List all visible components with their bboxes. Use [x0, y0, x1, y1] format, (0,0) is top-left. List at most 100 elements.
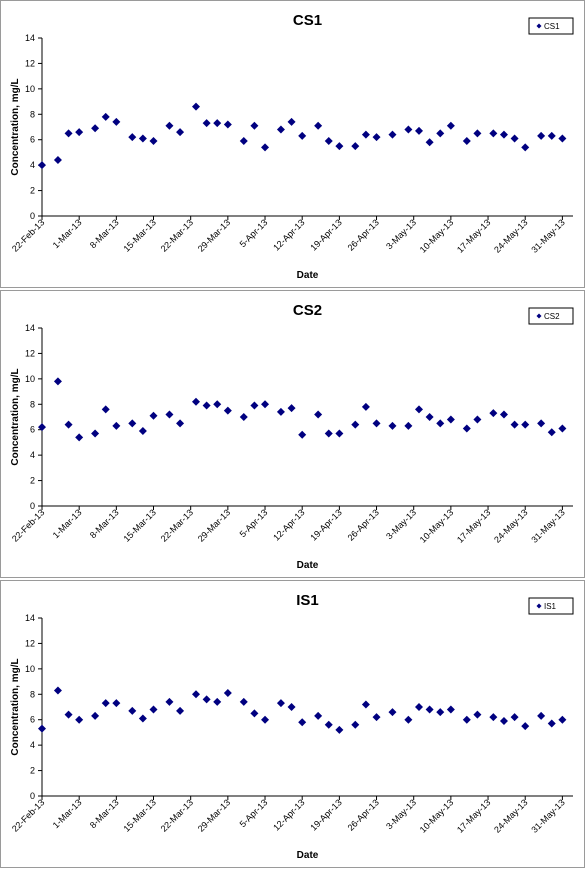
data-point — [112, 699, 121, 708]
data-point — [223, 120, 232, 129]
y-axis-title: Concentration, mg/L — [10, 78, 21, 175]
x-tick-label: 22-Mar-13 — [159, 217, 195, 253]
data-point — [176, 706, 185, 715]
data-point — [75, 128, 84, 137]
x-axis-title: Date — [297, 560, 319, 571]
x-tick-label: 17-May-13 — [455, 217, 492, 254]
x-tick-label: 5-Apr-13 — [238, 507, 270, 539]
data-point — [314, 711, 323, 720]
x-tick-label: 3-May-13 — [384, 507, 418, 541]
x-tick-label: 8-Mar-13 — [88, 797, 121, 830]
data-point — [287, 703, 296, 711]
x-tick-label: 24-May-13 — [492, 507, 529, 544]
data-point — [351, 420, 360, 429]
data-point — [250, 401, 259, 410]
y-tick-label: 6 — [30, 715, 35, 725]
data-point — [361, 130, 370, 139]
y-tick-label: 2 — [30, 766, 35, 776]
data-point — [324, 136, 333, 145]
x-tick-label: 15-Mar-13 — [121, 217, 157, 253]
data-point — [499, 410, 508, 419]
y-tick-label: 10 — [25, 664, 35, 674]
data-point — [558, 715, 567, 724]
y-tick-label: 6 — [30, 425, 35, 435]
chart-title: CS2 — [293, 302, 322, 319]
data-point — [388, 421, 397, 430]
y-tick-label: 4 — [30, 450, 35, 460]
legend-box — [528, 17, 574, 35]
y-tick-label: 4 — [30, 160, 35, 170]
data-point — [91, 711, 100, 720]
data-point — [462, 424, 471, 433]
x-tick-label: 29-Mar-13 — [196, 507, 232, 543]
data-point — [191, 690, 200, 699]
y-tick-label: 8 — [30, 689, 35, 699]
data-point — [537, 711, 546, 720]
y-tick-label: 10 — [25, 84, 35, 94]
y-tick-label: 2 — [30, 476, 35, 486]
data-point — [436, 419, 445, 428]
data-point — [335, 429, 344, 438]
data-point — [351, 142, 360, 151]
data-point — [446, 705, 455, 714]
chart-panel-cs1: CS1 0 2 4 6 8 10 12 14 22-Feb-13 1-Mar-13 8-Mar-13 1… — [0, 0, 585, 288]
data-point — [388, 130, 397, 139]
data-point — [415, 405, 424, 414]
data-point — [489, 713, 498, 722]
data-point — [404, 125, 413, 134]
x-tick-label: 31-May-13 — [529, 217, 566, 254]
data-point — [91, 429, 100, 438]
data-point — [191, 397, 200, 406]
data-point — [38, 161, 46, 170]
data-point — [473, 710, 482, 719]
x-tick-label: 24-May-13 — [492, 217, 529, 254]
x-tick-label: 31-May-13 — [529, 507, 566, 544]
chart-title: IS1 — [296, 592, 319, 609]
data-point — [314, 121, 323, 130]
data-point — [499, 716, 508, 725]
data-point — [64, 129, 73, 138]
data-point — [521, 420, 530, 429]
x-tick-label: 22-Mar-13 — [159, 797, 195, 833]
y-tick-label: 10 — [25, 374, 35, 384]
data-point — [261, 143, 270, 152]
data-point — [276, 125, 285, 134]
data-point — [250, 709, 259, 718]
x-tick-label: 10-May-13 — [418, 797, 455, 834]
data-point — [239, 136, 248, 145]
y-tick-label: 8 — [30, 399, 35, 409]
data-point — [361, 402, 370, 411]
x-tick-label: 26-Apr-13 — [346, 797, 381, 832]
data-point — [165, 121, 174, 130]
x-axis-title: Date — [297, 270, 319, 281]
data-point — [404, 715, 413, 724]
legend-marker — [536, 603, 542, 609]
y-tick-label: 6 — [30, 135, 35, 145]
chart-title: CS1 — [293, 12, 322, 29]
x-tick-label: 5-Apr-13 — [238, 797, 270, 829]
x-tick-label: 22-Mar-13 — [159, 507, 195, 543]
data-point — [176, 128, 185, 137]
data-point — [261, 400, 270, 409]
x-tick-label: 26-Apr-13 — [346, 217, 381, 252]
data-point — [335, 142, 344, 151]
data-point — [101, 699, 110, 708]
data-point — [314, 410, 323, 419]
data-point — [547, 428, 556, 437]
data-point — [446, 121, 455, 130]
x-tick-label: 10-May-13 — [418, 217, 455, 254]
data-point — [101, 405, 110, 414]
data-point — [489, 409, 498, 418]
y-tick-label: 14 — [25, 323, 35, 333]
data-point — [489, 129, 498, 138]
x-tick-label: 3-May-13 — [384, 797, 418, 831]
data-point — [372, 713, 381, 722]
data-point — [558, 424, 567, 433]
data-point — [462, 136, 471, 145]
data-point — [335, 725, 344, 734]
y-tick-label: 0 — [30, 791, 35, 801]
x-tick-label: 15-Mar-13 — [121, 797, 157, 833]
data-point — [53, 377, 62, 386]
legend-marker — [536, 23, 542, 29]
